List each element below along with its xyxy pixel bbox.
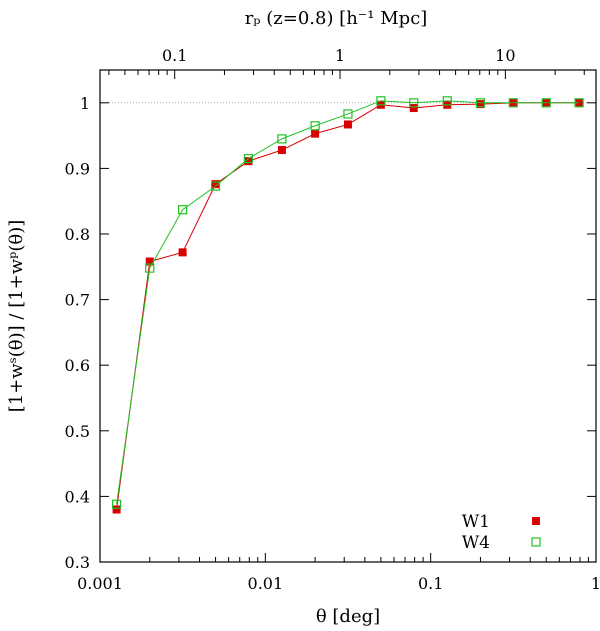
x-tick-label: 1 [591, 574, 600, 593]
y-tick-label: 0.4 [65, 487, 90, 506]
y-tick-label: 0.9 [65, 159, 90, 178]
data-point [476, 100, 485, 109]
series-line [116, 100, 580, 505]
data-point [409, 104, 418, 113]
data-point [475, 98, 486, 108]
top-tick-label: 0.1 [162, 46, 187, 65]
y-tick-label: 0.8 [65, 225, 90, 244]
y-tick-label: 0.6 [65, 356, 90, 375]
data-point [343, 120, 352, 129]
legend-label: W1 [462, 512, 490, 532]
x-tick-label: 0.1 [418, 574, 443, 593]
legend-label: W4 [462, 533, 490, 553]
data-point [145, 257, 154, 266]
plot-frame [99, 69, 597, 563]
y-tick-label: 0.7 [65, 291, 90, 310]
data-point [211, 180, 220, 189]
data-point [145, 263, 155, 273]
data-point [508, 98, 518, 108]
series-layer [111, 96, 584, 514]
data-point [442, 96, 452, 106]
data-point [574, 98, 584, 108]
legend-marker [532, 517, 540, 525]
y-tick-label: 0.3 [65, 553, 90, 572]
data-point [277, 134, 287, 144]
x-tick-label: 0.01 [248, 574, 284, 593]
data-point [277, 146, 286, 155]
data-point [178, 248, 187, 257]
top-axis-title: rₚ (z=0.8) [h⁻¹ Mpc] [245, 8, 428, 29]
data-point [210, 181, 221, 191]
y-tick-label: 1 [80, 94, 90, 113]
x-tick-label: 0.001 [77, 574, 123, 593]
y-axis-title: [1+wˢ(θ)] / [1+wᵖ(θ)] [6, 220, 27, 413]
data-point [311, 129, 320, 138]
data-point [112, 505, 121, 514]
data-point [409, 98, 419, 108]
axis-layer: 0.001 0.01 0.1 1 0.3 0.4 0.5 0.6 0.7 0.8 0.9 1 0.1 1 1… [65, 46, 600, 593]
data-point [575, 98, 584, 107]
x-axis-title: θ [deg] [316, 606, 380, 627]
data-point [178, 205, 188, 215]
data-point [243, 153, 254, 164]
top-tick-label: 10 [495, 46, 515, 65]
data-point [343, 109, 353, 119]
y-tick-label: 0.5 [65, 422, 90, 441]
data-point [111, 499, 122, 509]
data-point [310, 121, 320, 131]
series-W4 [111, 96, 584, 509]
top-tick-label: 1 [335, 46, 345, 65]
legend-marker [531, 537, 541, 547]
data-point [376, 96, 386, 106]
data-point [541, 98, 551, 108]
data-point [244, 157, 253, 166]
